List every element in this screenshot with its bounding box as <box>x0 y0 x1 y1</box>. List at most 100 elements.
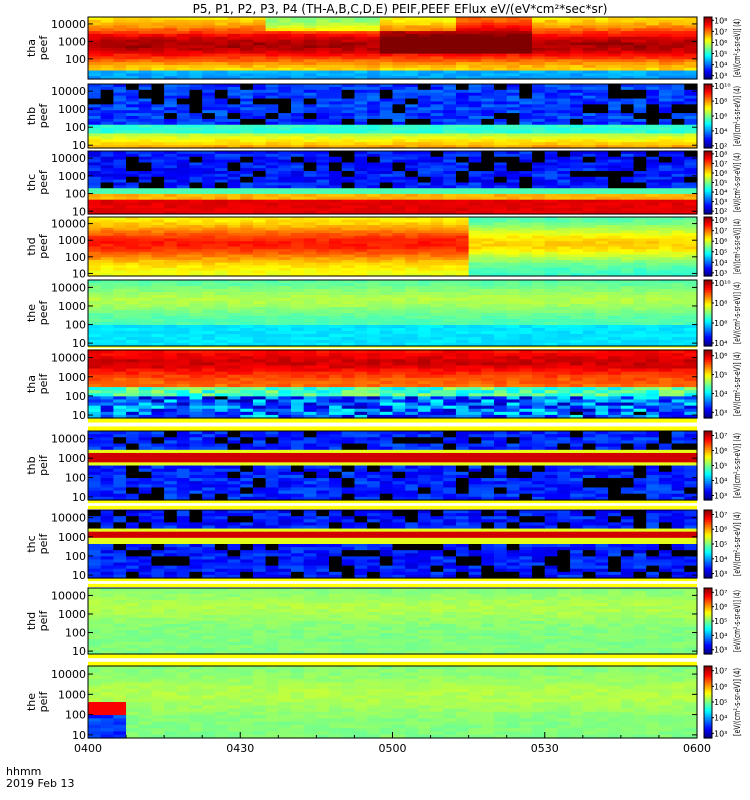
spectrogram-cell <box>291 139 305 143</box>
spectrogram-cell <box>684 246 698 250</box>
spectrogram-cell <box>265 48 279 52</box>
spectrogram-cell <box>164 53 178 58</box>
spectrogram-cell <box>265 31 279 35</box>
spectrogram-cell <box>138 238 153 242</box>
spectrogram-cell <box>265 259 279 264</box>
spectrogram-cell <box>494 50 508 55</box>
spectrogram-cell <box>164 211 178 215</box>
spectrogram-cell <box>494 22 508 27</box>
spectrogram-cell <box>595 84 609 88</box>
spectrogram-cell <box>506 202 520 207</box>
spectrogram-cell <box>557 62 571 66</box>
spectrogram-cell <box>557 165 571 169</box>
spectrogram-cell <box>570 270 584 274</box>
spectrogram-cell <box>202 205 216 209</box>
spectrogram-cell <box>164 243 178 248</box>
spectrogram-cell <box>494 33 508 38</box>
spectrogram-cell <box>227 162 241 166</box>
spectrogram-cell <box>468 95 482 100</box>
spectrogram-cell <box>329 219 343 223</box>
spectrogram-cell <box>214 124 229 129</box>
spectrogram-cell <box>113 257 127 261</box>
spectrogram-cell <box>557 168 571 172</box>
spectrogram-cell <box>443 254 457 258</box>
spectrogram-cell <box>88 262 102 266</box>
spectrogram-cell <box>303 179 317 184</box>
spectrogram-cell <box>303 104 317 108</box>
spectrogram-cell <box>570 246 584 250</box>
spectrogram-cell <box>582 113 597 117</box>
spectrogram-cell <box>214 67 229 72</box>
spectrogram-cell <box>417 48 432 52</box>
spectrogram-cell <box>151 191 165 195</box>
spectrogram-cell <box>367 127 381 132</box>
spectrogram-cell <box>100 127 114 132</box>
spectrogram-cell <box>367 262 381 266</box>
spectrogram-cell <box>620 50 635 55</box>
spectrogram-cell <box>354 56 368 60</box>
spectrogram-cell <box>646 238 660 242</box>
spectrogram-cell <box>646 76 660 80</box>
spectrogram-cell <box>176 179 191 184</box>
spectrogram-cell <box>658 262 673 266</box>
spectrogram-cell <box>582 101 597 105</box>
spectrogram-cell <box>544 254 559 258</box>
spectrogram-cell <box>633 257 647 261</box>
spectrogram-cell <box>354 238 368 242</box>
spectrogram-cell <box>633 45 647 49</box>
spectrogram-cell <box>455 136 470 140</box>
spectrogram-cell <box>341 233 356 237</box>
spectrogram-cell <box>646 230 660 234</box>
spectrogram-cell <box>646 142 660 146</box>
spectrogram-cell <box>113 95 127 100</box>
spectrogram-cell <box>468 270 482 274</box>
spectrogram-cell <box>316 251 330 256</box>
spectrogram-cell <box>544 199 559 204</box>
spectrogram-cell <box>316 265 330 269</box>
spectrogram-cell <box>582 199 597 204</box>
spectrogram-cell <box>151 130 165 135</box>
spectrogram-cell <box>481 56 495 60</box>
spectrogram-cell <box>595 171 609 175</box>
spectrogram-cell <box>506 133 520 137</box>
spectrogram-cell <box>252 238 267 242</box>
spectrogram-cell <box>646 227 660 232</box>
spectrogram-cell <box>316 86 330 91</box>
spectrogram-cell <box>176 86 191 91</box>
spectrogram-cell <box>316 31 330 35</box>
spectrogram-cell <box>417 28 432 32</box>
colorbar-tick-label: 10⁴ <box>714 188 727 197</box>
spectrogram-cell <box>519 56 533 60</box>
spectrogram-cell <box>278 202 292 207</box>
spectrogram-cell <box>671 235 685 240</box>
spectrogram-cell <box>392 118 406 123</box>
spectrogram-cell <box>684 31 698 35</box>
colorbar-segment <box>704 221 712 224</box>
colorbar-segment <box>704 119 712 122</box>
spectrogram-cell <box>570 67 584 72</box>
spectrogram-cell <box>557 53 571 58</box>
spectrogram-cell <box>189 193 203 198</box>
spectrogram-cell <box>164 50 178 55</box>
spectrogram-cell <box>633 241 647 245</box>
spectrogram-cell <box>608 104 622 108</box>
spectrogram-cell <box>570 62 584 66</box>
spectrogram-cell <box>620 153 635 158</box>
spectrogram-cell <box>455 70 470 74</box>
spectrogram-cell <box>176 199 191 204</box>
spectrogram-cell <box>468 243 482 248</box>
spectrogram-cell <box>354 25 368 29</box>
spectrogram-cell <box>608 243 622 248</box>
spectrogram-cell <box>176 196 191 201</box>
spectrogram-cell <box>341 249 356 253</box>
spectrogram-cell <box>392 107 406 111</box>
spectrogram-cell <box>557 179 571 184</box>
spectrogram-cell <box>494 89 508 94</box>
spectrogram-cell <box>379 241 394 245</box>
spectrogram-cell <box>532 217 546 221</box>
spectrogram-cell <box>430 217 444 221</box>
spectrogram-cell <box>367 53 381 58</box>
colorbar-segment <box>704 222 712 225</box>
spectrogram-cell <box>329 188 343 192</box>
spectrogram-cell <box>341 62 356 66</box>
